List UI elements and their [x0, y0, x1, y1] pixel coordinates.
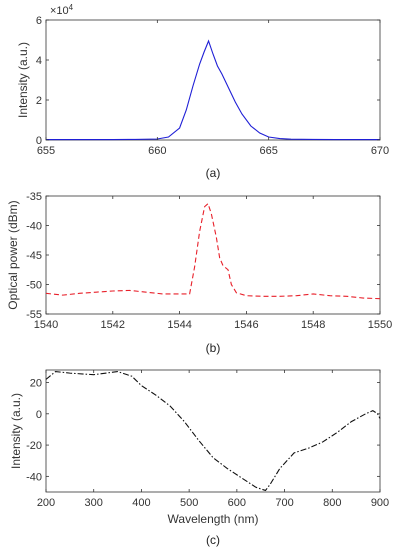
panel-c-y-tick-label: 0 — [36, 409, 42, 421]
panel-c-caption: (c) — [206, 533, 220, 547]
panel-b-y-ticks: -35 -40 -45 -50 -55 — [26, 191, 380, 321]
panel-b-x-tick-label: 1542 — [101, 319, 125, 331]
panel-c-y-tick-label: -20 — [26, 440, 42, 452]
panel-c-y-tick-label: 20 — [30, 378, 42, 390]
panel-c-frame — [45, 369, 381, 493]
panel-a-y-tick-label: 2 — [36, 95, 42, 107]
panel-c-x-label: Wavelength (nm) — [168, 512, 259, 526]
panel-a-frame — [45, 19, 381, 141]
panel-c-x-tick-label: 700 — [275, 497, 293, 509]
panel-c-x-tick-label: 600 — [228, 497, 246, 509]
panel-a-caption: (a) — [206, 166, 221, 180]
panel-c-x-tick-label: 200 — [37, 497, 55, 509]
panel-b-series-line — [45, 202, 381, 300]
panel-a-x-tick-label: 660 — [148, 145, 166, 157]
panel-b-y-label: Optical power (dBm) — [6, 200, 20, 309]
panel-a-x-tick-label: 665 — [259, 145, 277, 157]
panel-a-exponent-base: ×10 — [50, 5, 69, 17]
panel-b-y-tick-label: -35 — [26, 191, 42, 203]
panel-a-y-tick-label: 4 — [36, 55, 42, 67]
panel-c-y-ticks: 20 0 -20 -40 — [26, 378, 380, 483]
panel-b-x-tick-label: 1548 — [301, 319, 325, 331]
panel-b-caption: (b) — [206, 341, 221, 355]
panel-c: 200 300 400 500 600 700 800 900 200-20-40 Inten… — [9, 369, 389, 547]
panel-b: 1540 1542 1544 1546 1548 1550 -35 -40 -45 -50 -55… — [6, 191, 392, 355]
panel-b-frame — [45, 195, 381, 315]
panel-a-exponent-power: 4 — [69, 3, 74, 12]
panel-b-x-tick-label: 1546 — [234, 319, 258, 331]
panel-a-x-tick-label: 670 — [371, 145, 389, 157]
panel-c-series-line — [45, 370, 381, 492]
panel-c-x-ticks: 200 300 400 500 600 700 800 900 — [37, 370, 389, 509]
panel-b-y-tick-label: -55 — [26, 309, 42, 321]
panel-b-x-ticks: 1540 1542 1544 1546 1548 1550 — [34, 196, 392, 331]
panel-b-x-tick-label: 1544 — [167, 319, 191, 331]
panel-a-y-tick-label: 0 — [36, 135, 42, 147]
panel-b-x-tick-label: 1550 — [368, 319, 392, 331]
panel-c-x-tick-label: 800 — [323, 497, 341, 509]
panel-a-y-ticks: 0 2 4 6 — [36, 15, 380, 147]
panel-a-clip-group — [46, 39, 380, 141]
panel-c-x-tick-label: 400 — [132, 497, 150, 509]
panel-a-exponent: ×104 — [50, 3, 74, 17]
panel-b-y-tick-label: -45 — [26, 250, 42, 262]
panel-c-x-tick-label: 500 — [180, 497, 198, 509]
panel-c-x-tick-label: 900 — [371, 497, 389, 509]
panel-a-y-tick-label: 6 — [36, 15, 42, 27]
panel-a-x-ticks: 655 660 665 670 — [37, 20, 389, 157]
panel-c-x-tick-label: 300 — [85, 497, 103, 509]
panel-c-y-tick-label: -40 — [26, 471, 42, 483]
panel-a-series-line — [46, 39, 380, 141]
panel-c-y-label: Intensity (a.u.) — [9, 393, 23, 469]
panel-b-x-tick-label: 1540 — [34, 319, 58, 331]
panel-a-y-label: Intensity (a.u.) — [16, 42, 30, 118]
panel-a-x-tick-label: 655 — [37, 145, 55, 157]
panel-b-y-tick-label: -50 — [26, 280, 42, 292]
panel-b-y-tick-label: -40 — [26, 221, 42, 233]
